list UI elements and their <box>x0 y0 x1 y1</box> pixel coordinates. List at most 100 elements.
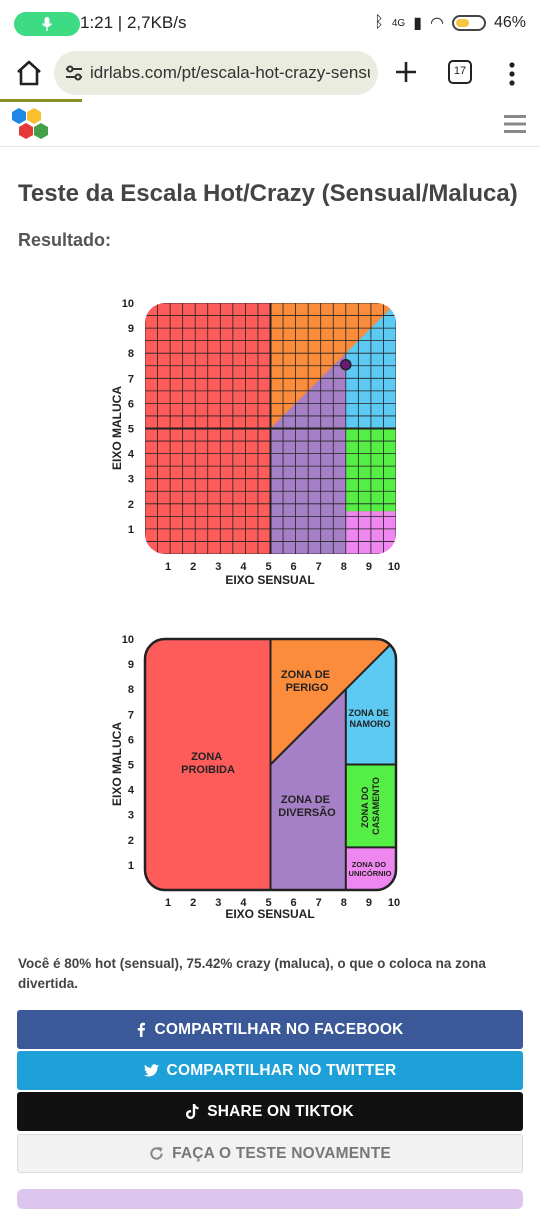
tiktok-icon <box>186 1104 199 1119</box>
zone-proibida-label: ZONA PROIBIDA <box>181 751 235 776</box>
address-bar[interactable]: idrlabs.com/pt/escala-hot-crazy-sensual-… <box>54 51 378 95</box>
hot-crazy-grid-chart: 1 2 3 4 5 6 7 8 9 10 1 2 3 4 5 6 7 8 9 10 EIXO SENSUAL EIX… <box>110 298 400 587</box>
y-tick-label: 9 <box>128 323 134 335</box>
x-tick-label: 4 <box>240 897 247 909</box>
status-bar: 1:21 | 2,7KB/s ᛒ 4G ▮ ◠ 46% <box>0 0 540 48</box>
y-tick-label: 1 <box>128 524 134 536</box>
x-tick-label: 6 <box>291 561 297 573</box>
x-tick-label: 10 <box>388 561 400 573</box>
wifi-icon: ◠ <box>430 15 444 32</box>
y-tick-label: 7 <box>128 709 134 721</box>
x-axis-label: EIXO SENSUAL <box>225 573 314 587</box>
zone-areas <box>145 639 396 890</box>
zone-diversao-label: ZONA DE DIVERSÃO <box>278 794 336 819</box>
x-tick-label: 8 <box>341 897 347 909</box>
result-label: Resultado: <box>18 230 112 250</box>
battery-icon <box>451 15 486 31</box>
y-tick-label: 4 <box>128 785 135 797</box>
y-axis-label: EIXO MALUCA <box>110 722 124 806</box>
idrlabs-logo-icon[interactable] <box>8 106 50 144</box>
zone-border-line <box>269 639 396 766</box>
x-axis-label: EIXO SENSUAL <box>225 907 314 921</box>
page-title: Teste da Escala Hot/Crazy (Sensual/Maluc… <box>18 180 518 207</box>
next-section-strip <box>17 1189 523 1209</box>
status-time-speed: 1:21 | 2,7KB/s <box>80 13 187 32</box>
result-text: Você é 80% hot (sensual), 75.42% crazy (… <box>18 956 486 991</box>
zone-borders <box>269 639 396 890</box>
mic-icon <box>41 17 53 31</box>
zone-namoro-area <box>345 639 396 765</box>
mic-indicator[interactable] <box>14 12 80 36</box>
share-facebook-label: COMPARTILHAR NO FACEBOOK <box>154 1020 404 1038</box>
zone-unicornio-area <box>345 847 396 890</box>
site-settings-icon[interactable] <box>64 63 84 83</box>
y-tick-label: 4 <box>128 449 135 461</box>
y-tick-label: 3 <box>128 810 134 822</box>
retake-test-button[interactable]: FAÇA O TESTE NOVAMENTE <box>17 1134 523 1173</box>
share-twitter-button[interactable]: COMPARTILHAR NO TWITTER <box>17 1051 523 1090</box>
x-tick-label: 9 <box>366 561 372 573</box>
x-tick-label: 10 <box>388 897 400 909</box>
x-tick-label: 7 <box>316 897 322 909</box>
zone-namoro-label: ZONA DE NAMORO <box>349 708 392 729</box>
new-tab-icon[interactable] <box>392 58 420 86</box>
menu-dots-icon[interactable] <box>506 60 518 88</box>
y-tick-label: 9 <box>128 659 134 671</box>
y-tick-label: 6 <box>128 734 134 746</box>
share-tiktok-label: SHARE ON TIKTOK <box>207 1102 354 1120</box>
zone-perigo-label: ZONA DE PERIGO <box>281 669 333 694</box>
battery-percent: 46% <box>493 14 526 31</box>
signal-icon: ▮ <box>413 15 422 32</box>
tab-switcher-icon[interactable]: 17 <box>448 60 472 84</box>
bluetooth-icon: ᛒ <box>374 14 384 31</box>
x-tick-label: 2 <box>190 897 196 909</box>
page-load-progress <box>0 99 82 102</box>
y-tick-label: 7 <box>128 373 134 385</box>
home-icon[interactable] <box>14 58 44 88</box>
x-tick-label: 6 <box>291 897 297 909</box>
url-text[interactable]: idrlabs.com/pt/escala-hot-crazy-sensual-… <box>90 63 370 82</box>
zone-unicornio-label: ZONA DO UNICÓRNIO <box>349 860 392 878</box>
y-tick-label: 3 <box>128 474 134 486</box>
retake-test-label: FAÇA O TESTE NOVAMENTE <box>172 1144 391 1162</box>
y-tick-label: 8 <box>128 348 134 360</box>
x-tick-label: 9 <box>366 897 372 909</box>
x-tick-label: 8 <box>341 561 347 573</box>
hamburger-menu-icon[interactable] <box>504 114 526 134</box>
y-tick-label: 10 <box>122 298 134 310</box>
x-tick-label: 7 <box>316 561 322 573</box>
y-axis-ticks: 1 2 3 4 5 6 7 8 9 10 <box>122 298 135 536</box>
y-tick-label: 1 <box>128 860 134 872</box>
twitter-icon <box>143 1064 159 1077</box>
x-tick-label: 3 <box>215 561 221 573</box>
y-axis-ticks: 1 2 3 4 5 6 7 8 9 10 <box>122 634 135 872</box>
y-tick-label: 8 <box>128 684 134 696</box>
zone-casamento-area <box>345 764 396 848</box>
x-tick-label: 5 <box>265 897 271 909</box>
y-tick-label: 6 <box>128 398 134 410</box>
x-tick-label: 1 <box>165 561 171 573</box>
y-tick-label: 10 <box>122 634 134 646</box>
x-tick-label: 5 <box>265 561 271 573</box>
x-tick-label: 4 <box>240 561 247 573</box>
x-axis-ticks: 1 2 3 4 5 6 7 8 9 10 <box>165 561 400 573</box>
refresh-icon <box>150 1146 163 1160</box>
y-axis-label: EIXO MALUCA <box>110 386 124 470</box>
share-tiktok-button[interactable]: SHARE ON TIKTOK <box>17 1092 523 1131</box>
hot-crazy-zone-chart: 1 2 3 4 5 6 7 8 9 10 1 2 3 4 5 6 7 8 9 10 EIXO SENSUAL EIX… <box>110 634 400 921</box>
facebook-icon <box>138 1022 146 1037</box>
x-tick-label: 3 <box>215 897 221 909</box>
result-point <box>340 358 352 371</box>
y-tick-label: 2 <box>128 499 134 511</box>
chart-frame <box>143 637 398 892</box>
zone-casamento-label: ZONA DO CASAMENTO <box>360 777 381 835</box>
y-tick-label: 5 <box>128 424 134 436</box>
site-header <box>0 102 540 147</box>
y-tick-label: 2 <box>128 835 134 847</box>
share-twitter-label: COMPARTILHAR NO TWITTER <box>166 1061 397 1079</box>
x-tick-label: 1 <box>165 897 171 909</box>
browser-toolbar: idrlabs.com/pt/escala-hot-crazy-sensual-… <box>0 48 540 100</box>
share-facebook-button[interactable]: COMPARTILHAR NO FACEBOOK <box>17 1010 523 1049</box>
network-type: 4G <box>391 17 406 29</box>
status-icons: ᛒ 4G ▮ ◠ 46% <box>374 13 526 33</box>
